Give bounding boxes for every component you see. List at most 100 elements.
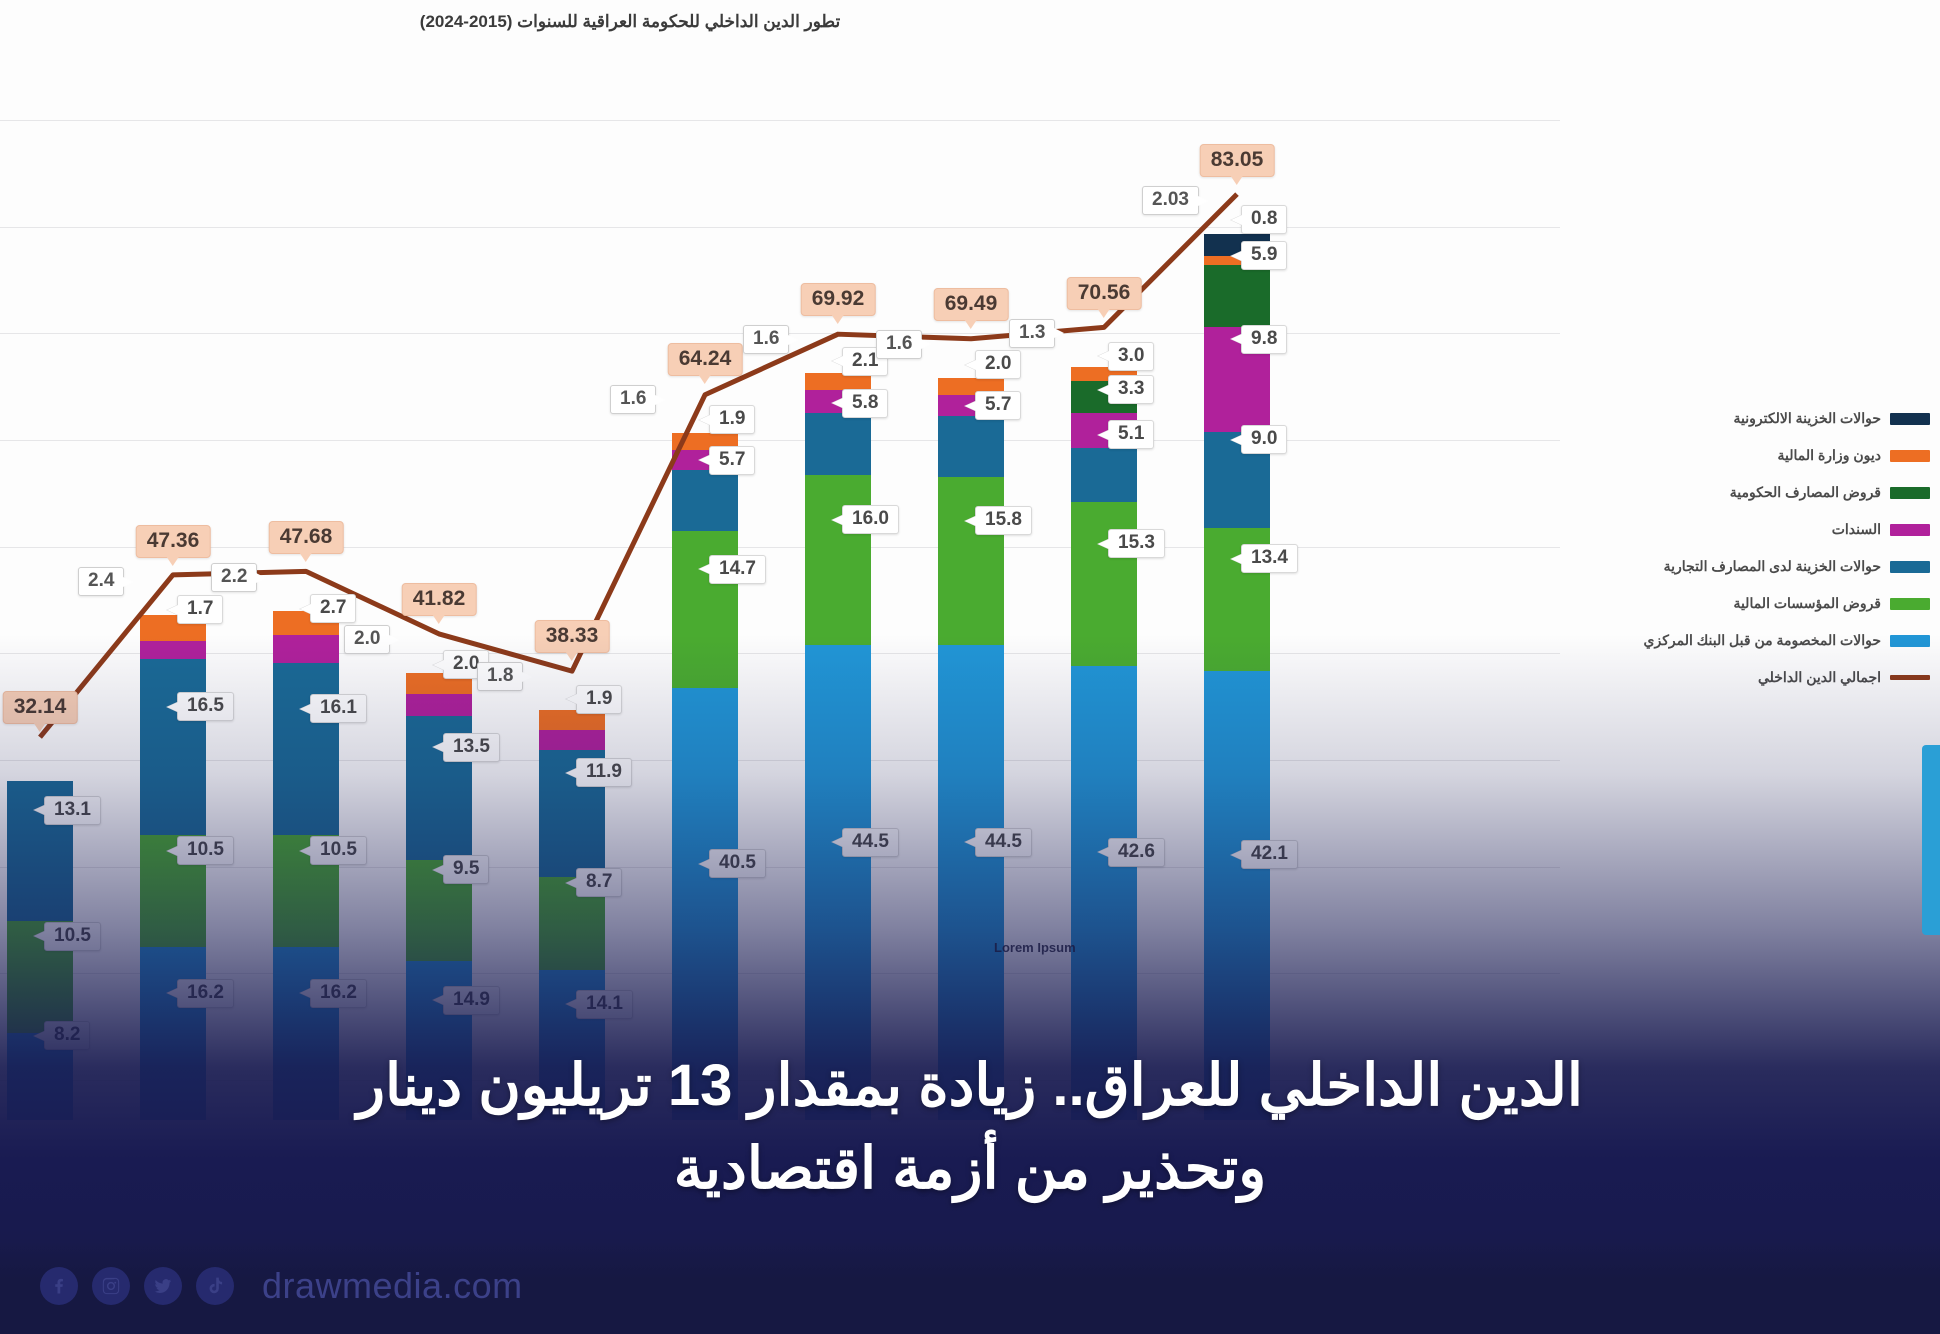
bar-group <box>1204 234 1270 1120</box>
site-url[interactable]: drawmedia.com <box>262 1265 523 1306</box>
segment-value-label: 13.4 <box>1241 544 1298 574</box>
segment-value-label: 42.1 <box>1241 840 1298 870</box>
segment-value-label: 15.3 <box>1108 529 1165 558</box>
gridline <box>0 440 1560 441</box>
legend-label: قروض المصارف الحكومية <box>1729 484 1881 500</box>
segment-value-label: 9.0 <box>1241 425 1288 454</box>
chart-area: تطور الدين الداخلي للحكومة العراقية للسن… <box>0 0 1940 1120</box>
segment-value-label: 16.2 <box>177 978 234 1008</box>
bar-segment <box>1071 502 1137 666</box>
bar-total-label: 32.14 <box>2 690 78 732</box>
segment-value-label: 13.1 <box>44 795 101 825</box>
segment-callout-label: 1.3 <box>1009 318 1065 348</box>
segment-value-label: 14.9 <box>443 985 500 1015</box>
legend-label: حوالات الخزينة لدى المصارف التجارية <box>1663 558 1881 574</box>
legend-swatch <box>1890 560 1930 573</box>
bar-segment <box>406 694 472 716</box>
bar-total-label: 38.33 <box>534 620 610 662</box>
gridline <box>0 226 1560 228</box>
chart-title: تطور الدين الداخلي للحكومة العراقية للسن… <box>419 12 841 31</box>
segment-value-label: 9.8 <box>1241 324 1288 354</box>
watermark-text: Lorem Ipsum <box>994 940 1076 955</box>
segment-value-label: 44.5 <box>842 827 899 857</box>
bar-total-label: 83.05 <box>1199 144 1275 186</box>
bar-segment <box>140 659 206 836</box>
headline-line-2: وتحذير من أزمة اقتصادية <box>673 1135 1267 1201</box>
bar-segment <box>1071 447 1137 503</box>
bar-group <box>273 611 339 1120</box>
legend-swatch <box>1890 449 1930 462</box>
segment-callout-label: 1.8 <box>477 662 533 692</box>
legend-item[interactable]: حوالات الخزينة الالكترونية <box>1600 400 1930 437</box>
legend-label: حوالات المخصومة من قبل البنك المركزي <box>1643 632 1881 648</box>
legend-label: السندات <box>1831 521 1881 537</box>
segment-value-label: 40.5 <box>709 849 766 878</box>
bar-segment <box>805 412 871 475</box>
legend-swatch <box>1890 523 1930 536</box>
twitter-icon[interactable] <box>144 1267 182 1305</box>
facebook-icon[interactable] <box>40 1267 78 1305</box>
legend-item[interactable]: حوالات الخزينة لدى المصارف التجارية <box>1600 548 1930 585</box>
legend-item[interactable]: حوالات المخصومة من قبل البنك المركزي <box>1600 622 1930 659</box>
bar-segment <box>140 641 206 660</box>
legend-swatch <box>1890 634 1930 647</box>
legend-label: حوالات الخزينة الالكترونية <box>1733 410 1881 426</box>
total-debt-polyline <box>38 192 1239 739</box>
segment-value-label: 0.8 <box>1241 205 1288 235</box>
bar-total-label: 70.56 <box>1066 276 1142 318</box>
gridline <box>0 120 1560 121</box>
segment-callout-label: 1.6 <box>610 385 666 415</box>
side-accent-tab <box>1922 745 1940 935</box>
segment-value-label: 42.6 <box>1108 837 1165 867</box>
bar-total-label: 47.36 <box>135 525 211 567</box>
legend-label: اجمالي الدين الداخلي <box>1757 669 1881 685</box>
legend-label: قروض المؤسسات المالية <box>1733 595 1881 611</box>
gridline <box>0 866 1560 868</box>
instagram-icon[interactable] <box>92 1267 130 1305</box>
legend-item[interactable]: السندات <box>1600 511 1930 548</box>
chart-legend: حوالات الخزينة الالكترونية ديون وزارة الم… <box>1600 400 1930 696</box>
bar-segment <box>273 663 339 836</box>
legend-swatch <box>1890 597 1930 610</box>
bar-group <box>938 377 1004 1120</box>
segment-callout-label: 1.6 <box>876 329 932 359</box>
segment-value-label: 2.1 <box>842 346 889 376</box>
segment-value-label: 13.5 <box>443 732 500 762</box>
bar-total-label: 47.68 <box>268 521 344 563</box>
legend-item[interactable]: اجمالي الدين الداخلي <box>1600 659 1930 696</box>
segment-value-label: 5.9 <box>1241 241 1288 270</box>
gridline <box>0 973 1560 975</box>
legend-item[interactable]: ديون وزارة المالية <box>1600 437 1930 474</box>
segment-value-label: 14.7 <box>709 554 766 584</box>
segment-value-label: 15.8 <box>975 506 1032 536</box>
legend-item[interactable]: قروض المصارف الحكومية <box>1600 474 1930 511</box>
bar-total-label: 69.49 <box>933 287 1009 329</box>
segment-value-label: 5.8 <box>842 388 889 418</box>
tiktok-icon[interactable] <box>196 1267 234 1305</box>
segment-value-label: 1.9 <box>576 684 623 714</box>
bar-segment <box>273 634 339 664</box>
segment-value-label: 1.9 <box>709 405 756 435</box>
segment-value-label: 10.5 <box>177 836 234 866</box>
headline-line-1: الدين الداخلي للعراق.. زيادة بمقدار 13 ت… <box>356 1053 1584 1119</box>
segment-callout-label: 2.4 <box>78 567 134 597</box>
footer-bar: drawmedia.com <box>0 1238 1940 1334</box>
bar-group <box>1071 366 1137 1120</box>
bar-total-label: 41.82 <box>401 583 477 625</box>
segment-callout-label: 1.6 <box>743 325 799 355</box>
bar-segment <box>805 373 871 391</box>
segment-value-label: 5.7 <box>975 391 1022 421</box>
segment-value-label: 5.1 <box>1108 420 1155 450</box>
bar-segment <box>672 470 738 532</box>
legend-item[interactable]: قروض المؤسسات المالية <box>1600 585 1930 622</box>
segment-value-label: 5.7 <box>709 445 756 475</box>
segment-value-label: 44.5 <box>975 827 1032 857</box>
bar-segment <box>805 474 871 646</box>
bar-segment <box>938 476 1004 646</box>
gridline <box>0 760 1560 761</box>
segment-callout-label: 2.03 <box>1142 186 1208 216</box>
bar-group <box>805 373 871 1120</box>
legend-swatch <box>1890 486 1930 499</box>
segment-value-label: 11.9 <box>576 758 632 788</box>
